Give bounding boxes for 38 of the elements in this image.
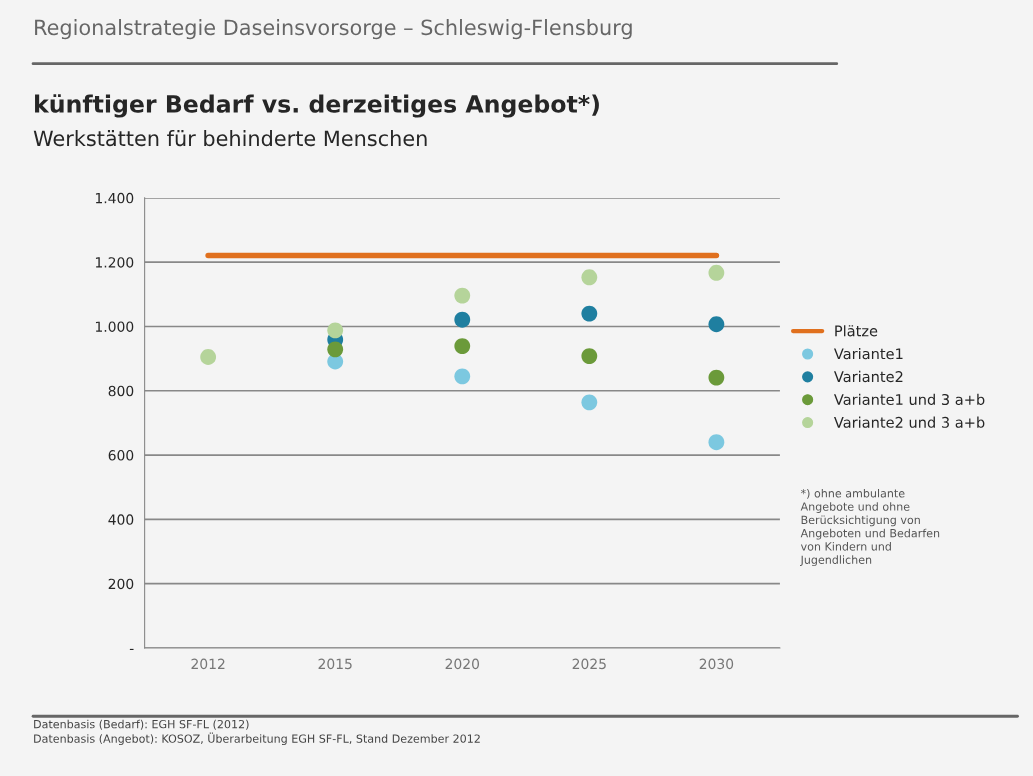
y-tick-label: - [129,648,134,650]
y-tick-label: 800 [108,385,134,397]
point [581,305,598,322]
point [454,368,471,385]
point [708,369,725,386]
x-tick-label: 2012 [191,658,225,670]
text: Datenbasis (Bedarf): EGH SF-FL (2012) Datenbasis (Angebot): KOSOZ, Überarbeitung EGH SF-FL, Stand Dezember 2012 [34,719,480,745]
point [581,348,598,364]
point [327,322,344,339]
point [581,394,598,411]
point [200,349,217,365]
legend-label: Variante1 [833,347,903,360]
legend-label: Variante2 [833,370,903,383]
point [581,269,598,286]
chart-title: künftiger Bedarf vs. derzeitiges Angebot*) [35,94,599,118]
x-tick-label: 2020 [445,658,480,670]
point [708,264,725,281]
point [454,338,471,354]
y-tick-label: 200 [108,578,134,590]
x-tick-label: 2030 [699,658,734,670]
y-tick-label: 1.400 [95,192,134,204]
legend-label: Variante2 und 3 a+b [833,416,985,428]
point [327,341,344,358]
point [708,434,725,451]
point [454,287,471,304]
legend-label: Variante1 und 3 a+b [833,393,985,406]
point [708,316,725,333]
y-tick-label: 1.000 [95,321,134,332]
point [454,311,471,328]
x-tick-label: 2015 [318,658,352,670]
y-tick-label: 400 [108,514,134,525]
legend-label: Plätze [835,325,878,337]
y-tick-label: 600 [108,450,134,461]
text: Regionalstrategie Daseinsvorsorge – Schleswig-Flensburg [35,19,632,40]
x-tick-label: 2025 [572,658,606,670]
text: *) ohne ambulante Angebote und ohne Berücksichtigung von Angeboten und Bedarfen von Kindern und Jugendlichen [800,488,940,567]
chart-subtitle: Werkstätten für behinderte Menschen [33,130,427,147]
y-tick-label: 1.200 [95,257,134,268]
